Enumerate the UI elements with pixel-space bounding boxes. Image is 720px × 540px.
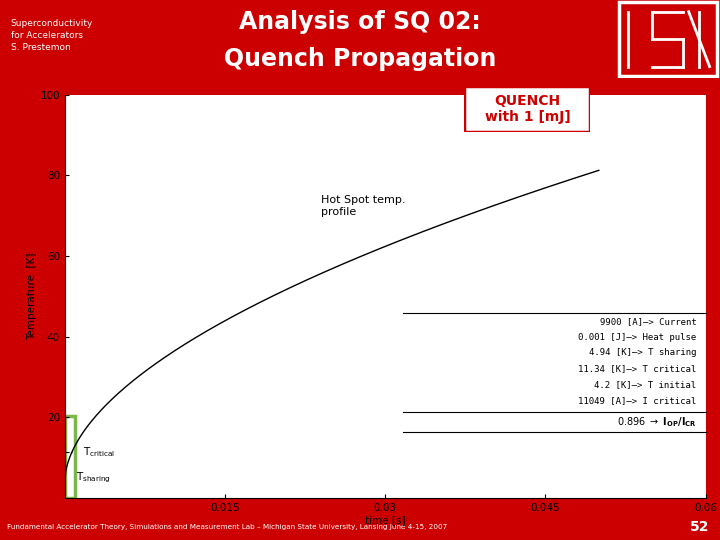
Text: QUENCH
with 1 [mJ]: QUENCH with 1 [mJ] — [485, 94, 570, 124]
X-axis label: time [s]: time [s] — [365, 516, 405, 525]
Text: 0.896 $\mathregular{\rightarrow}$ $\mathbf{I_{OP}/I_{CR}}$: 0.896 $\mathregular{\rightarrow}$ $\math… — [616, 415, 696, 429]
Text: 11.34 [K]–> T critical: 11.34 [K]–> T critical — [578, 364, 696, 373]
Text: 0.001 [J]–> Heat pulse: 0.001 [J]–> Heat pulse — [578, 333, 696, 342]
Text: 9900 [A]–> Current: 9900 [A]–> Current — [600, 317, 696, 326]
Text: Analysis of SQ 02:: Analysis of SQ 02: — [239, 10, 481, 34]
Text: 11049 [A]–> I critical: 11049 [A]–> I critical — [578, 396, 696, 405]
Text: 52: 52 — [690, 520, 709, 534]
Text: Fundamental Accelerator Theory, Simulations and Measurement Lab – Michigan State: Fundamental Accelerator Theory, Simulati… — [7, 524, 447, 530]
Text: Superconductivity
for Accelerators
S. Prestemon: Superconductivity for Accelerators S. Pr… — [11, 19, 93, 51]
Text: 4.94 [K]–> T sharing: 4.94 [K]–> T sharing — [589, 348, 696, 357]
Text: Hot Spot temp.
profile: Hot Spot temp. profile — [321, 195, 405, 217]
Text: T$_{\mathregular{critical}}$: T$_{\mathregular{critical}}$ — [83, 446, 114, 459]
Y-axis label: Temperature  [K]: Temperature [K] — [27, 252, 37, 340]
Bar — [65, 416, 76, 498]
Text: 4.2 [K]–> T initial: 4.2 [K]–> T initial — [595, 380, 696, 389]
Text: T$_{\mathregular{sharing}}$: T$_{\mathregular{sharing}}$ — [76, 471, 110, 485]
Text: Quench Propagation: Quench Propagation — [224, 47, 496, 71]
